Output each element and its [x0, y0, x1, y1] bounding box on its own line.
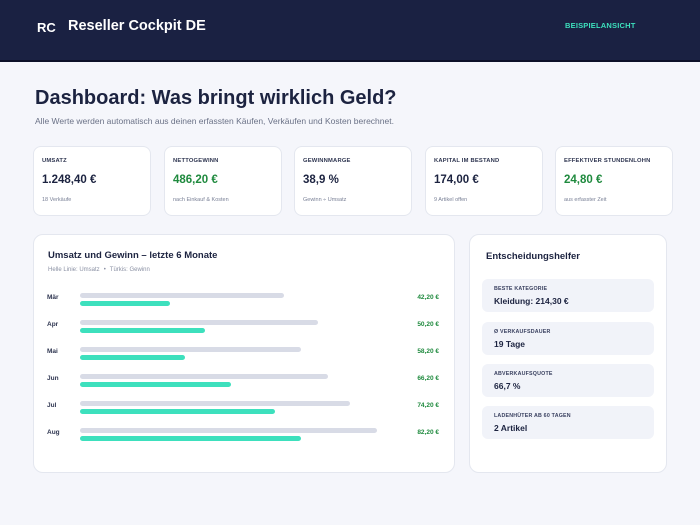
helper-item-avg-sale-duration: Ø VERKAUFSDAUER 19 Tage — [482, 322, 654, 355]
chart-row: Apr 50,20 € — [34, 320, 456, 340]
month-label: Jul — [47, 402, 57, 409]
profit-bar — [80, 328, 205, 333]
helper-item-slow-movers: LADENHÜTER AB 60 TAGEN 2 Artikel — [482, 406, 654, 439]
helper-label: Ø VERKAUFSDAUER — [494, 329, 551, 335]
kpi-label: GEWINNMARGE — [303, 158, 351, 164]
kpi-note: nach Einkauf & Kosten — [173, 197, 229, 203]
helper-label: ABVERKAUFSQUOTE — [494, 371, 553, 377]
revenue-bar — [80, 293, 285, 298]
page-title: Dashboard: Was bringt wirklich Geld? — [35, 87, 397, 109]
page-subtitle: Alle Werte werden automatisch aus deinen… — [35, 116, 394, 126]
revenue-profit-chart-card: Umsatz und Gewinn – letzte 6 Monate Hell… — [33, 234, 455, 473]
kpi-label: UMSATZ — [42, 158, 67, 164]
helper-label: BESTE KATEGORIE — [494, 286, 548, 292]
helper-label: LADENHÜTER AB 60 TAGEN — [494, 413, 571, 419]
helper-item-best-category: BESTE KATEGORIE Kleidung: 214,30 € — [482, 279, 654, 312]
profit-value-label: 42,20 € — [417, 294, 439, 301]
legend-profit: Türkis: Gewinn — [109, 267, 150, 273]
kpi-value: 174,00 € — [434, 174, 479, 186]
profit-value-label: 66,20 € — [417, 375, 439, 382]
revenue-bar — [80, 374, 328, 379]
profit-bar — [80, 382, 231, 387]
profit-bar — [80, 436, 301, 441]
kpi-card-net-profit: NETTOGEWINN 486,20 € nach Einkauf & Kost… — [164, 146, 282, 216]
month-label: Apr — [47, 321, 59, 328]
kpi-label: NETTOGEWINN — [173, 158, 219, 164]
helper-value: Kleidung: 214,30 € — [494, 296, 569, 306]
revenue-bar — [80, 401, 350, 406]
month-label: Mär — [47, 294, 59, 301]
revenue-bar — [80, 347, 301, 352]
legend-separator: • — [103, 267, 106, 273]
profit-value-label: 50,20 € — [417, 321, 439, 328]
profit-bar — [80, 409, 275, 414]
chart-title: Umsatz und Gewinn – letzte 6 Monate — [48, 250, 218, 261]
helper-value: 2 Artikel — [494, 423, 528, 433]
kpi-card-revenue: UMSATZ 1.248,40 € 18 Verkäufe — [33, 146, 151, 216]
kpi-value: 38,9 % — [303, 174, 339, 186]
kpi-note: 18 Verkäufe — [42, 197, 72, 203]
revenue-bar — [80, 320, 319, 325]
helper-title: Entscheidungshelfer — [486, 251, 580, 262]
app-logo[interactable]: RC — [37, 20, 56, 35]
kpi-card-inventory-capital: KAPITAL IM BESTAND 174,00 € 9 Artikel of… — [425, 146, 543, 216]
chart-row: Mai 58,20 € — [34, 347, 456, 367]
chart-row: Jun 66,20 € — [34, 374, 456, 394]
helper-item-sell-through-rate: ABVERKAUFSQUOTE 66,7 % — [482, 364, 654, 397]
chart-row: Jul 74,20 € — [34, 401, 456, 421]
top-bar: RC Reseller Cockpit DE BEISPIELANSICHT — [0, 0, 700, 62]
helper-value: 66,7 % — [494, 381, 521, 391]
profit-bar — [80, 301, 170, 306]
month-label: Jun — [47, 375, 59, 382]
kpi-note: 9 Artikel offen — [434, 197, 468, 203]
kpi-value: 1.248,40 € — [42, 174, 97, 186]
decision-helper-card: Entscheidungshelfer BESTE KATEGORIE Klei… — [469, 234, 667, 473]
app-title: Reseller Cockpit DE — [68, 18, 206, 34]
kpi-note: Gewinn ÷ Umsatz — [303, 197, 347, 203]
profit-value-label: 74,20 € — [417, 402, 439, 409]
legend-revenue: Helle Linie: Umsatz — [48, 267, 100, 273]
revenue-bar — [80, 428, 377, 433]
chart-row: Aug 82,20 € — [34, 428, 456, 448]
example-view-badge: BEISPIELANSICHT — [565, 21, 636, 30]
profit-value-label: 58,20 € — [417, 348, 439, 355]
helper-value: 19 Tage — [494, 339, 526, 349]
chart-legend: Helle Linie: Umsatz • Türkis: Gewinn — [48, 267, 150, 273]
kpi-note: aus erfasster Zeit — [564, 197, 607, 203]
kpi-label: EFFEKTIVER STUNDENLOHN — [564, 158, 651, 164]
kpi-card-hourly-wage: EFFEKTIVER STUNDENLOHN 24,80 € aus erfas… — [555, 146, 673, 216]
kpi-card-margin: GEWINNMARGE 38,9 % Gewinn ÷ Umsatz — [294, 146, 412, 216]
month-label: Aug — [47, 429, 60, 436]
kpi-value: 486,20 € — [173, 174, 218, 186]
profit-value-label: 82,20 € — [417, 429, 439, 436]
profit-bar — [80, 355, 185, 360]
chart-row: Mär 42,20 € — [34, 293, 456, 313]
kpi-value: 24,80 € — [564, 174, 603, 186]
kpi-label: KAPITAL IM BESTAND — [434, 158, 500, 164]
month-label: Mai — [47, 348, 58, 355]
